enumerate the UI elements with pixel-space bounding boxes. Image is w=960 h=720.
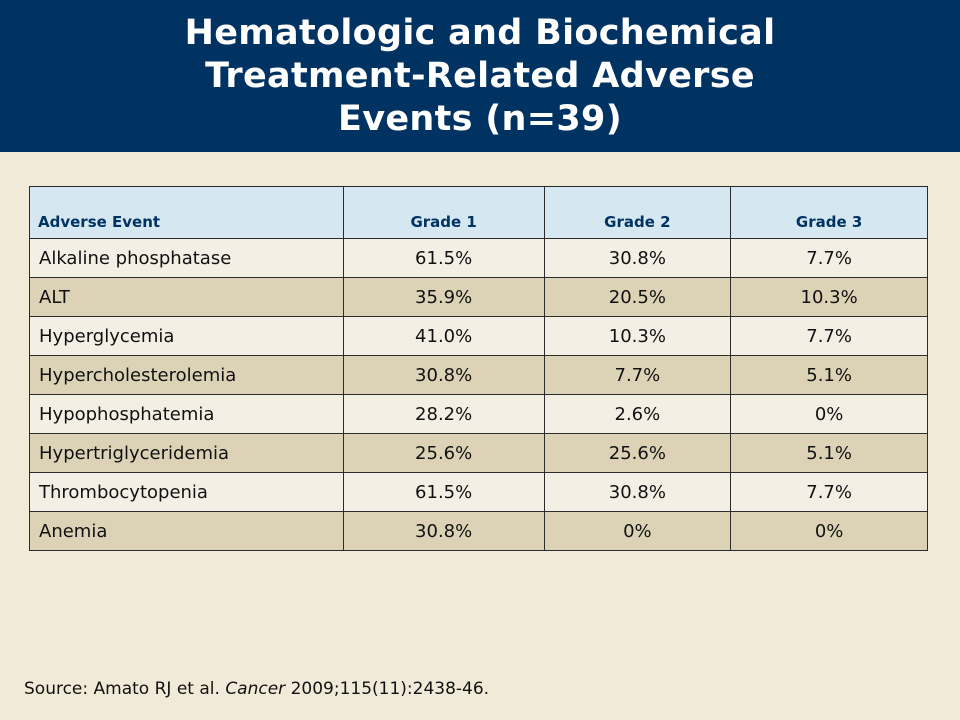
grade-1-cell: 61.5% xyxy=(342,472,545,512)
event-name-cell: Anemia xyxy=(29,511,344,551)
title-bar: Hematologic and Biochemical Treatment-Re… xyxy=(0,0,960,152)
source-prefix: Source: Amato RJ et al. xyxy=(24,679,226,699)
grade-2-cell: 2.6% xyxy=(543,394,732,434)
event-name-cell: Hypercholesterolemia xyxy=(29,355,344,395)
event-name-cell: Hypertriglyceridemia xyxy=(29,433,344,473)
grade-2-cell: 25.6% xyxy=(543,433,732,473)
event-name-cell: Hyperglycemia xyxy=(29,316,344,356)
grade-1-cell: 61.5% xyxy=(342,238,545,278)
grade-1-cell: 41.0% xyxy=(342,316,545,356)
grade-2-cell: 30.8% xyxy=(543,238,732,278)
grade-1-cell: 30.8% xyxy=(342,355,545,395)
grade-3-cell: 0% xyxy=(730,511,928,551)
table-row: Hypophosphatemia 28.2% 2.6% 0% xyxy=(29,394,928,434)
grade-2-cell: 7.7% xyxy=(543,355,732,395)
source-suffix: 2009;115(11):2438-46. xyxy=(285,679,490,699)
grade-1-cell: 30.8% xyxy=(342,511,545,551)
table-row: Hypercholesterolemia 30.8% 7.7% 5.1% xyxy=(29,355,928,395)
table-row: Hyperglycemia 41.0% 10.3% 7.7% xyxy=(29,316,928,356)
event-name-cell: Thrombocytopenia xyxy=(29,472,344,512)
adverse-events-table: Adverse Event Grade 1 Grade 2 Grade 3 Al… xyxy=(29,186,928,551)
header-grade-1: Grade 1 xyxy=(342,186,545,239)
event-name-cell: Alkaline phosphatase xyxy=(29,238,344,278)
adverse-events-table-container: Adverse Event Grade 1 Grade 2 Grade 3 Al… xyxy=(29,186,928,551)
grade-3-cell: 0% xyxy=(730,394,928,434)
grade-2-cell: 20.5% xyxy=(543,277,732,317)
table-row: Hypertriglyceridemia 25.6% 25.6% 5.1% xyxy=(29,433,928,473)
source-citation: Source: Amato RJ et al. Cancer 2009;115(… xyxy=(24,679,489,699)
table-row: Anemia 30.8% 0% 0% xyxy=(29,511,928,551)
header-grade-3: Grade 3 xyxy=(730,186,928,239)
grade-1-cell: 28.2% xyxy=(342,394,545,434)
source-journal: Cancer xyxy=(225,679,286,699)
grade-2-cell: 30.8% xyxy=(543,472,732,512)
header-grade-2: Grade 2 xyxy=(543,186,732,239)
table-row: Alkaline phosphatase 61.5% 30.8% 7.7% xyxy=(29,238,928,278)
event-name-cell: Hypophosphatemia xyxy=(29,394,344,434)
grade-3-cell: 7.7% xyxy=(730,472,928,512)
grade-3-cell: 5.1% xyxy=(730,433,928,473)
grade-3-cell: 10.3% xyxy=(730,277,928,317)
header-adverse-event: Adverse Event xyxy=(29,186,344,239)
grade-3-cell: 7.7% xyxy=(730,316,928,356)
title-line-3: Events (n=39) xyxy=(338,98,622,139)
grade-2-cell: 10.3% xyxy=(543,316,732,356)
title-line-1: Hematologic and Biochemical xyxy=(184,12,776,53)
table-row: Thrombocytopenia 61.5% 30.8% 7.7% xyxy=(29,472,928,512)
event-name-cell: ALT xyxy=(29,277,344,317)
grade-1-cell: 35.9% xyxy=(342,277,545,317)
table-header-row: Adverse Event Grade 1 Grade 2 Grade 3 xyxy=(29,186,928,239)
grade-3-cell: 7.7% xyxy=(730,238,928,278)
title-line-2: Treatment-Related Adverse xyxy=(205,55,755,96)
grade-2-cell: 0% xyxy=(543,511,732,551)
grade-3-cell: 5.1% xyxy=(730,355,928,395)
grade-1-cell: 25.6% xyxy=(342,433,545,473)
table-row: ALT 35.9% 20.5% 10.3% xyxy=(29,277,928,317)
